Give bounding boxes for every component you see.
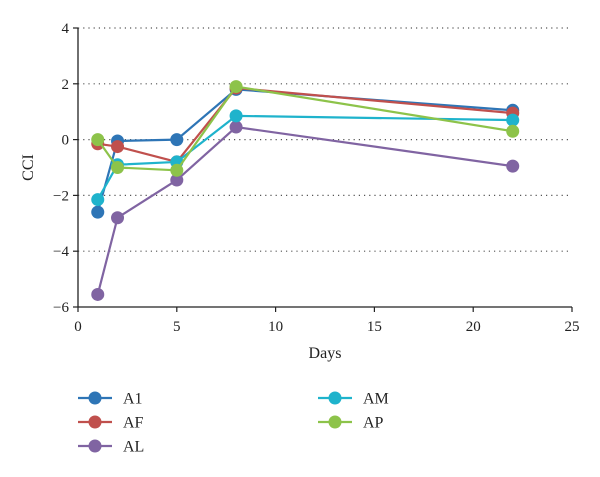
legend-swatch-marker (328, 391, 342, 405)
x-tick-label: 5 (173, 319, 181, 335)
x-tick-label: 10 (268, 319, 283, 335)
y-tick-label: −6 (53, 300, 69, 316)
series-al (91, 120, 520, 301)
series-ap (91, 80, 520, 177)
y-axis-title: CCI (20, 154, 37, 181)
series-ap-point (506, 124, 520, 138)
series-am-point (229, 109, 243, 123)
series-am-point (506, 113, 520, 127)
legend-swatch-marker (328, 415, 342, 429)
series-ap-point (229, 80, 243, 94)
x-tick-label: 25 (565, 319, 580, 335)
legend-label: A1 (123, 391, 143, 408)
legend-label: AF (123, 415, 144, 432)
series-al-point (111, 211, 125, 225)
grid-lines (78, 27, 572, 252)
series-al-point (506, 159, 520, 173)
series-a1-point (170, 133, 184, 147)
x-tick-label: 0 (74, 319, 82, 335)
x-tick-label: 15 (367, 319, 382, 335)
series-al-line (96, 125, 513, 295)
x-tick-label: 20 (466, 319, 481, 335)
legend-item-ap: AP (318, 415, 384, 432)
legend-item-a1: A1 (78, 391, 143, 408)
y-tick-label: 2 (62, 77, 70, 93)
series-af-line (97, 86, 513, 164)
x-axis-ticks: 0 5 10 15 20 25 (74, 307, 580, 335)
series-a1-point (91, 205, 105, 219)
legend-swatch-marker (88, 391, 102, 405)
axes (77, 28, 572, 308)
series-ap-point (91, 133, 105, 147)
legend-swatch-marker (88, 415, 102, 429)
y-tick-label: 4 (62, 21, 70, 37)
legend-label: AM (363, 391, 389, 408)
series-ap-point (111, 161, 125, 174)
legend-item-al: AL (78, 439, 144, 456)
series-af-point (111, 140, 125, 154)
y-tick-label: −2 (53, 188, 69, 204)
series-al-point (170, 173, 184, 187)
series-am-point (91, 193, 105, 207)
y-tick-label: 0 (62, 133, 70, 149)
x-axis-title: Days (309, 345, 342, 362)
legend-label: AP (363, 415, 384, 432)
legend: A1 AF AL AM AP (78, 391, 389, 456)
series-al-point (91, 287, 105, 301)
series-group (91, 80, 520, 301)
legend-item-af: AF (78, 415, 144, 432)
series-ap-point (170, 163, 184, 177)
legend-item-am: AM (318, 391, 389, 408)
legend-label: AL (123, 439, 144, 456)
legend-swatch-marker (88, 439, 102, 453)
series-al-point (229, 120, 243, 134)
y-tick-label: −4 (53, 244, 69, 260)
y-axis-ticks: 4 2 0 −2 −4 −6 (53, 21, 78, 316)
series-a1 (91, 82, 520, 219)
series-af (91, 81, 520, 169)
series-am (91, 109, 520, 207)
